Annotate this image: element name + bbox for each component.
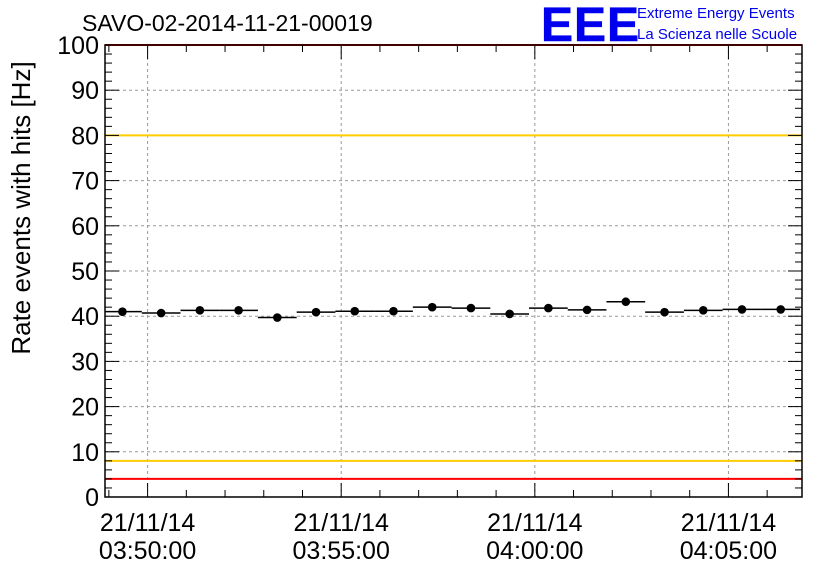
data-point (582, 305, 592, 315)
y-tick-label: 100 (57, 32, 99, 60)
data-point (389, 306, 398, 316)
y-axis-label: Rate events with hits [Hz] (6, 61, 36, 354)
x-tick-label-date: 21/11/14 (487, 509, 583, 537)
y-tick-label: 30 (71, 348, 99, 376)
y-tick-labels: 0 10 20 30 40 50 60 70 80 90 100 (57, 32, 99, 512)
data-point (195, 306, 205, 315)
logo-line2: La Scienza nelle Scuole (637, 26, 797, 43)
data-point (273, 313, 282, 322)
y-tick-label: 0 (85, 484, 99, 512)
data-point (737, 305, 747, 314)
data-point (311, 307, 321, 317)
x-tick-label-date: 21/11/14 (100, 509, 196, 537)
chart-title: SAVO-02-2014-11-21-00019 (82, 10, 373, 36)
x-tick-labels: 21/11/1403:50:0021/11/1403:55:0021/11/14… (99, 509, 777, 565)
data-series (105, 297, 801, 322)
reference-lines (105, 44, 802, 480)
y-tick-label: 60 (71, 213, 99, 241)
y-tick-label: 90 (71, 77, 99, 105)
x-tick-label-date: 21/11/14 (681, 509, 777, 537)
x-tick-label-time: 03:50:00 (99, 537, 196, 565)
x-tick-label-time: 04:00:00 (486, 537, 583, 565)
eee-logo: EEE Extreme Energy Events La Scienza nel… (541, 0, 797, 52)
y-tick-label: 80 (71, 122, 99, 150)
data-point (234, 306, 243, 315)
x-tick-label-date: 21/11/14 (293, 509, 389, 537)
logo-mark: EEE (541, 0, 640, 52)
y-tick-label: 20 (71, 394, 99, 422)
y-tick-label: 70 (71, 168, 99, 196)
data-point (776, 305, 786, 314)
grid (105, 45, 802, 497)
data-point (698, 306, 708, 315)
x-tick-label-time: 03:55:00 (293, 537, 390, 565)
axis-ticks (105, 44, 802, 498)
y-tick-label: 40 (71, 303, 99, 331)
data-point (660, 307, 669, 317)
y-tick-label: 10 (71, 439, 99, 467)
logo-line1: Extreme Energy Events (637, 5, 795, 22)
data-point (427, 302, 437, 312)
data-point (544, 303, 553, 313)
data-point (156, 308, 166, 318)
data-point (466, 303, 476, 313)
data-point (505, 309, 514, 319)
data-point (621, 297, 631, 307)
data-point (118, 307, 127, 316)
data-point (350, 306, 360, 316)
y-tick-label: 50 (71, 258, 99, 286)
x-tick-label-time: 04:05:00 (680, 537, 777, 565)
